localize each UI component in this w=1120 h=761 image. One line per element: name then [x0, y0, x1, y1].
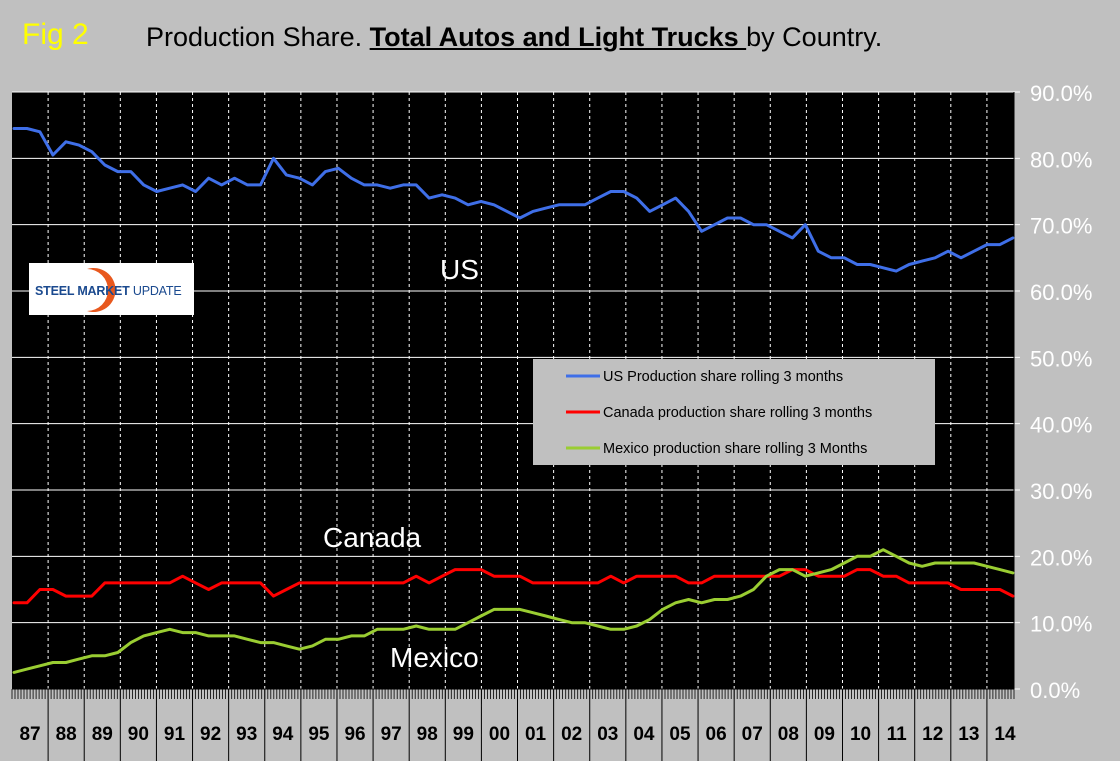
us-legend-label: US Production share rolling 3 months [603, 369, 843, 385]
x-tick-label: 92 [200, 724, 221, 745]
gridlines [12, 91, 1020, 690]
x-tick-label: 89 [92, 724, 113, 745]
logo-text-main: STEEL MARKET [35, 284, 130, 298]
x-tick-label: 88 [56, 724, 77, 745]
x-tick-label: 99 [453, 724, 474, 745]
y-tick-label: 0.0% [1030, 678, 1080, 703]
us-annotation: US [440, 254, 479, 285]
x-tick-label: 96 [344, 724, 365, 745]
x-axis: 87 88 89 90 91 92 93 94 95 96 97 98 99 00 01 02 03 04 05 06… [11, 688, 1016, 761]
y-tick-label: 30.0% [1030, 479, 1092, 504]
x-tick-label: 00 [489, 724, 510, 745]
series-lines [12, 127, 1015, 674]
y-tick-label: 20.0% [1030, 545, 1092, 570]
y-tick-label: 70.0% [1030, 214, 1092, 239]
x-tick-label: 98 [417, 724, 438, 745]
x-tick-label: 14 [994, 724, 1016, 745]
x-tick-label: 03 [597, 724, 618, 745]
x-tick-label: 95 [308, 724, 330, 745]
x-tick-label: 94 [272, 724, 294, 745]
y-tick-label: 80.0% [1030, 147, 1092, 172]
x-tick-label: 02 [561, 724, 582, 745]
title-emphasis: Total Autos and Light Trucks [369, 22, 747, 52]
x-tick-label: 09 [814, 724, 835, 745]
steel-market-update-logo: STEEL MARKET UPDATE [29, 263, 194, 315]
title-prefix: Production Share. [146, 22, 370, 52]
x-tick-label: 05 [669, 724, 691, 745]
us-series-line [12, 127, 1015, 273]
logo-swoosh-icon [87, 268, 116, 312]
canada-legend-label: Canada production share rolling 3 months [603, 405, 872, 421]
x-tick-label: 97 [381, 724, 402, 745]
y-tick-label: 40.0% [1030, 413, 1092, 438]
x-tick-label: 91 [164, 724, 186, 745]
y-tick-label: 50.0% [1030, 346, 1092, 371]
chart-title: Production Share. Total Autos and Light … [146, 22, 882, 53]
x-tick-label: 04 [633, 724, 655, 745]
title-suffix: by Country. [746, 22, 883, 52]
x-tick-label: 07 [742, 724, 763, 745]
logo-text: STEEL MARKET UPDATE [35, 284, 182, 298]
x-tick-label: 87 [19, 724, 40, 745]
y-axis: 0.0% 10.0% 20.0% 30.0% 40.0% 50.0% 60.0% 70.0% 8… [1013, 81, 1092, 703]
x-tick-label: 12 [922, 724, 943, 745]
x-tick-label: 11 [887, 724, 908, 745]
x-tick-label: 10 [850, 724, 871, 745]
x-tick-label: 06 [706, 724, 727, 745]
mexico-annotation: Mexico [390, 642, 479, 673]
x-minor-ticks [11, 689, 1015, 699]
mexico-series-line [12, 548, 1015, 674]
x-tick-label: 08 [778, 724, 799, 745]
x-tick-label: 90 [128, 724, 149, 745]
x-tick-label: 13 [958, 724, 979, 745]
y-tick-label: 60.0% [1030, 280, 1092, 305]
figure-label: Fig 2 [22, 18, 89, 51]
series-labels: US Canada Mexico [323, 254, 479, 673]
canada-series-line [12, 568, 1015, 605]
x-tick-label: 93 [236, 724, 257, 745]
y-tick-label: 10.0% [1030, 612, 1092, 637]
mexico-legend-label: Mexico production share rolling 3 Months [603, 441, 867, 457]
y-tick-label: 90.0% [1030, 81, 1092, 106]
x-tick-label: 01 [525, 724, 547, 745]
logo-text-update: UPDATE [129, 284, 182, 298]
canada-annotation: Canada [323, 522, 422, 553]
legend: US Production share rolling 3 months Cana… [533, 359, 935, 465]
